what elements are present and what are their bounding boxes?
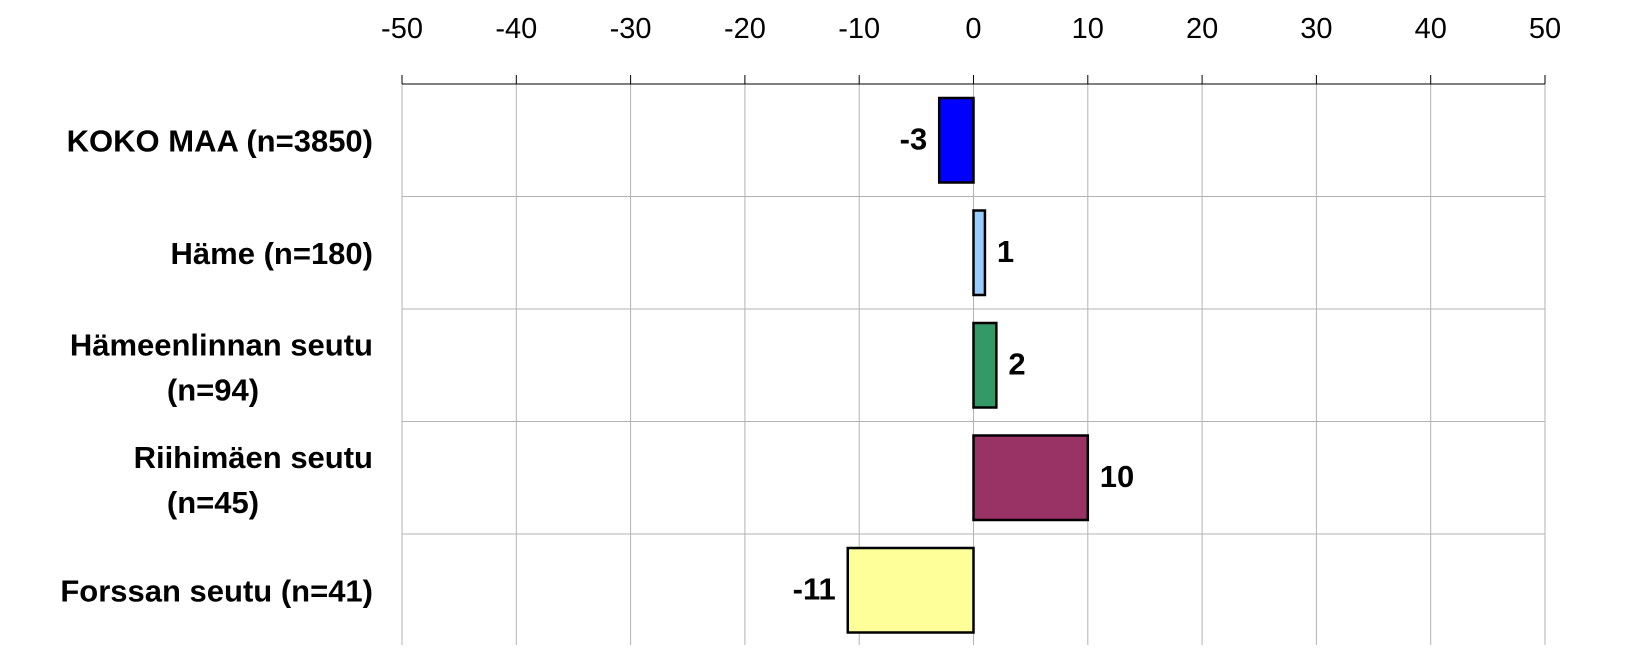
bar xyxy=(972,209,987,297)
x-axis xyxy=(401,75,1546,85)
x-tick-label: 30 xyxy=(1300,13,1332,45)
data-label: 10 xyxy=(1100,459,1134,494)
data-label: -3 xyxy=(900,121,928,156)
category-label: Häme (n=180) xyxy=(171,236,373,271)
x-tick-label: 20 xyxy=(1186,13,1218,45)
x-tick-label: -30 xyxy=(610,13,652,45)
x-tick-label: -10 xyxy=(838,13,880,45)
bars xyxy=(846,96,1090,634)
x-tick-label: -50 xyxy=(381,13,423,45)
x-tick-labels: -50 -40 -30 -20 -10 0 10 20 30 40 50 xyxy=(381,13,1561,45)
category-label-line2: (n=45) xyxy=(167,485,259,520)
x-tick-label: -20 xyxy=(724,13,766,45)
category-label-line2: (n=94) xyxy=(167,372,259,407)
x-tick-label: 0 xyxy=(965,13,981,45)
bar xyxy=(972,434,1090,522)
category-label-line1: Riihimäen seutu xyxy=(134,440,373,475)
data-labels: -3 1 2 10 -11 xyxy=(793,121,1135,606)
x-tick-label: -40 xyxy=(495,13,537,45)
category-label: KOKO MAA (n=3850) xyxy=(67,123,373,158)
bar xyxy=(972,321,998,409)
x-tick-label: 10 xyxy=(1072,13,1104,45)
x-tick-label: 50 xyxy=(1529,13,1561,45)
category-label-line1: Hämeenlinnan seutu xyxy=(70,327,373,362)
data-label: -11 xyxy=(793,571,836,606)
bar xyxy=(937,96,975,184)
category-labels: KOKO MAA (n=3850) Häme (n=180) Hämeenlinna… xyxy=(60,123,373,608)
x-tick-label: 40 xyxy=(1415,13,1447,45)
category-label: Forssan seutu (n=41) xyxy=(60,573,373,608)
data-label: 1 xyxy=(997,234,1014,269)
bar xyxy=(846,546,975,634)
data-label: 2 xyxy=(1008,346,1025,381)
